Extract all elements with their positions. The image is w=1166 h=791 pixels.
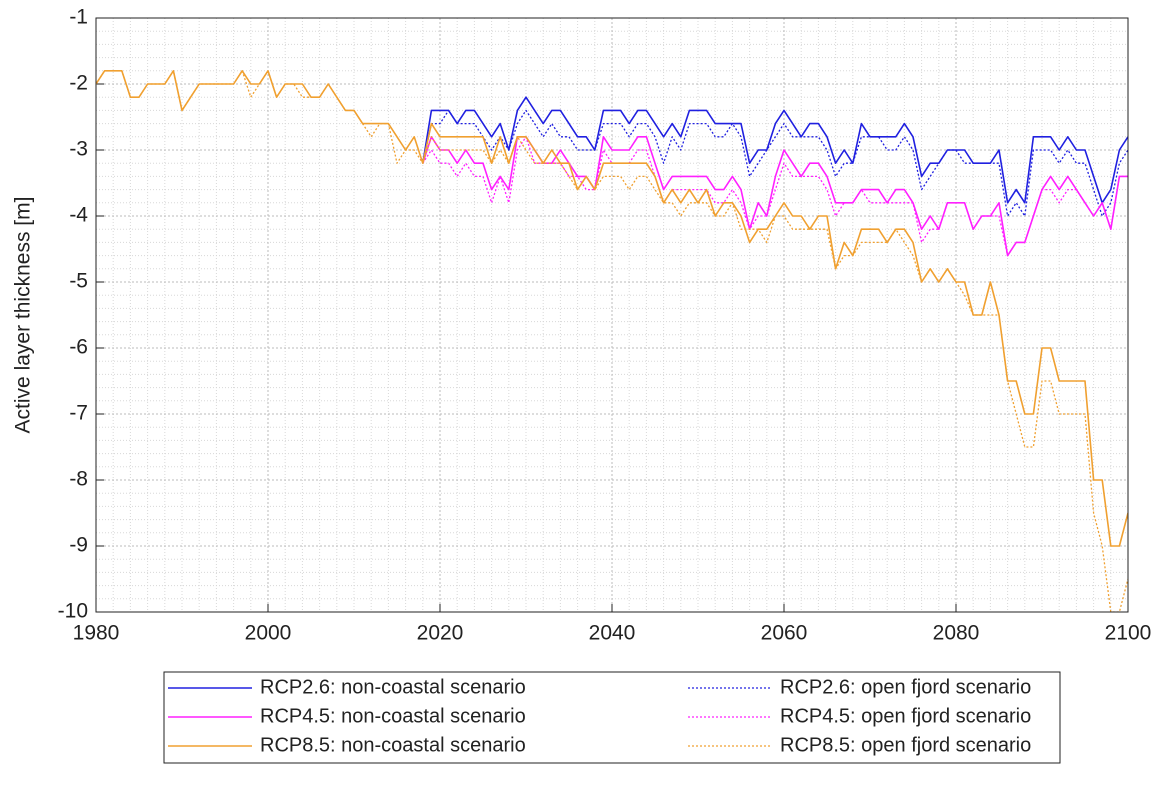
y-tick-label: -7 xyxy=(69,402,88,425)
x-tick-label: 2080 xyxy=(933,622,980,645)
legend-label: RCP4.5: open fjord scenario xyxy=(780,705,1031,727)
data-line xyxy=(422,96,1128,204)
legend-label: RCP2.6: non-coastal scenario xyxy=(260,676,526,698)
legend-label: RCP8.5: non-coastal scenario xyxy=(260,734,526,756)
y-tick-label: -4 xyxy=(69,204,88,227)
y-tick-label: -1 xyxy=(69,6,88,29)
legend-label: RCP2.6: open fjord scenario xyxy=(780,676,1031,698)
x-tick-label: 2000 xyxy=(245,622,292,645)
x-tick-label: 2040 xyxy=(589,622,636,645)
legend-box xyxy=(163,671,1061,764)
plot-lines xyxy=(96,70,1128,612)
y-tick-label: -5 xyxy=(69,270,88,293)
data-line xyxy=(422,109,1128,217)
data-line xyxy=(96,70,1128,612)
y-axis-label: Active layer thickness [m] xyxy=(12,197,35,434)
y-tick-label: -8 xyxy=(69,468,88,491)
y-tick-label: -6 xyxy=(69,336,88,359)
legend: RCP2.6: non-coastal scenario RCP2.6: open… xyxy=(163,671,1061,764)
x-tick-label: 1980 xyxy=(73,622,120,645)
y-tick-label: -2 xyxy=(69,72,88,95)
legend-label: RCP4.5: non-coastal scenario xyxy=(260,705,526,727)
legend-label: RCP8.5: open fjord scenario xyxy=(780,734,1031,756)
y-tick-label: -3 xyxy=(69,138,88,161)
y-tick-label: -10 xyxy=(58,600,88,623)
plot-frame xyxy=(95,17,1129,613)
x-tick-label: 2060 xyxy=(761,622,808,645)
x-tick-label: 2020 xyxy=(417,622,464,645)
y-tick-label: -9 xyxy=(69,534,88,557)
x-tick-label: 2100 xyxy=(1105,622,1152,645)
